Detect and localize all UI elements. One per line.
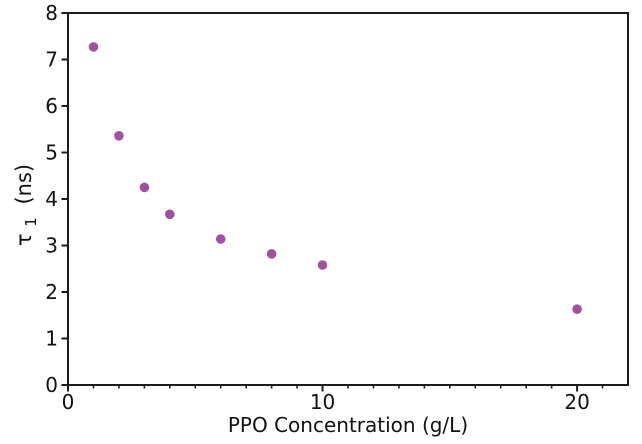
y-tick-label: 8 (45, 1, 58, 25)
axes-layer: 0 10 20 0 1 2 3 4 5 6 7 8 (45, 1, 629, 414)
y-tick-label: 2 (45, 280, 58, 304)
x-tick-label: 0 (62, 390, 75, 414)
y-tick-label: 1 (45, 327, 58, 351)
y-tick-label: 0 (45, 373, 58, 397)
data-point (139, 182, 150, 193)
y-tick-label: 4 (45, 187, 58, 211)
data-point (165, 209, 175, 220)
y-tick-label: 3 (45, 234, 58, 258)
y-tick-label: 7 (45, 48, 58, 72)
y-tick-label: 6 (45, 94, 58, 118)
data-point (215, 234, 226, 244)
x-tick-label: 20 (564, 390, 589, 414)
x-tick-label: 10 (310, 390, 335, 414)
plot-frame (67, 12, 629, 386)
y-tick-label: 5 (45, 141, 58, 165)
axis-labels: PPO Concentration (g/L) τ 1 (ns) (12, 164, 468, 437)
y-axis-label-subscript: 1 (22, 217, 40, 227)
y-axis-label-unit: (ns) (12, 164, 36, 205)
data-point (572, 304, 582, 315)
y-axis-label: τ 1 (ns) (12, 164, 41, 246)
data-points-layer (88, 42, 582, 315)
data-point (88, 42, 99, 52)
x-axis-label: PPO Concentration (g/L) (228, 413, 468, 437)
data-point (114, 131, 124, 141)
data-point (266, 249, 277, 259)
data-point (317, 260, 328, 270)
y-axis-label-symbol: τ (12, 233, 36, 246)
